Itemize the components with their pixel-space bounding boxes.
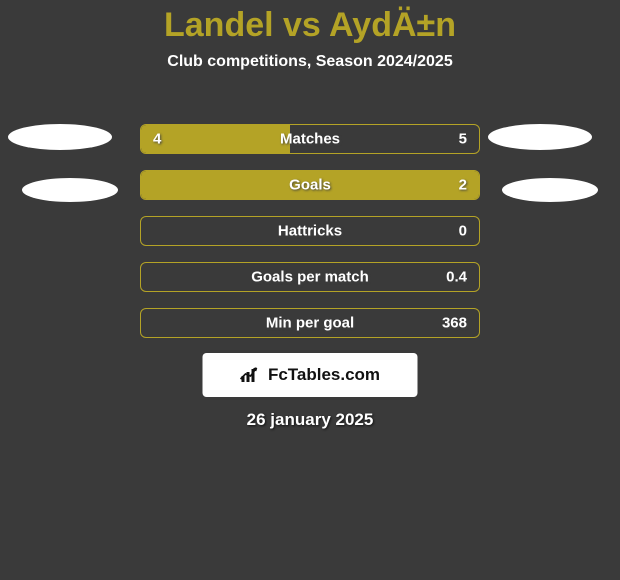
row-value-right: 368	[442, 315, 467, 332]
page-title: Landel vs AydÄ±n	[0, 0, 620, 45]
comparison-row: 0 Hattricks	[140, 216, 480, 246]
row-label: Goals per match	[251, 269, 369, 286]
comparison-row: 368 Min per goal	[140, 308, 480, 338]
comparison-rows: 4 5 Matches 2 Goals 0 Hattricks 0.4 Goals per ma…	[140, 124, 480, 354]
brand-badge: FcTables.com	[203, 353, 418, 397]
cloud-shape	[488, 124, 592, 150]
comparison-row: 4 5 Matches	[140, 124, 480, 154]
row-label: Hattricks	[278, 223, 342, 240]
row-value-right: 0.4	[446, 269, 467, 286]
bar-chart-icon	[240, 366, 262, 384]
row-fill-left	[141, 125, 290, 153]
row-label: Min per goal	[266, 315, 354, 332]
row-value-left: 4	[153, 131, 161, 148]
cloud-shape	[502, 178, 598, 202]
row-value-right: 2	[459, 177, 467, 194]
brand-text: FcTables.com	[268, 365, 380, 385]
cloud-shape	[22, 178, 118, 202]
row-label: Goals	[289, 177, 331, 194]
footer-date: 26 january 2025	[247, 410, 374, 430]
page-subtitle: Club competitions, Season 2024/2025	[0, 53, 620, 71]
cloud-shape	[8, 124, 112, 150]
row-value-right: 5	[459, 131, 467, 148]
comparison-row: 2 Goals	[140, 170, 480, 200]
row-label: Matches	[280, 131, 340, 148]
comparison-row: 0.4 Goals per match	[140, 262, 480, 292]
row-value-right: 0	[459, 223, 467, 240]
